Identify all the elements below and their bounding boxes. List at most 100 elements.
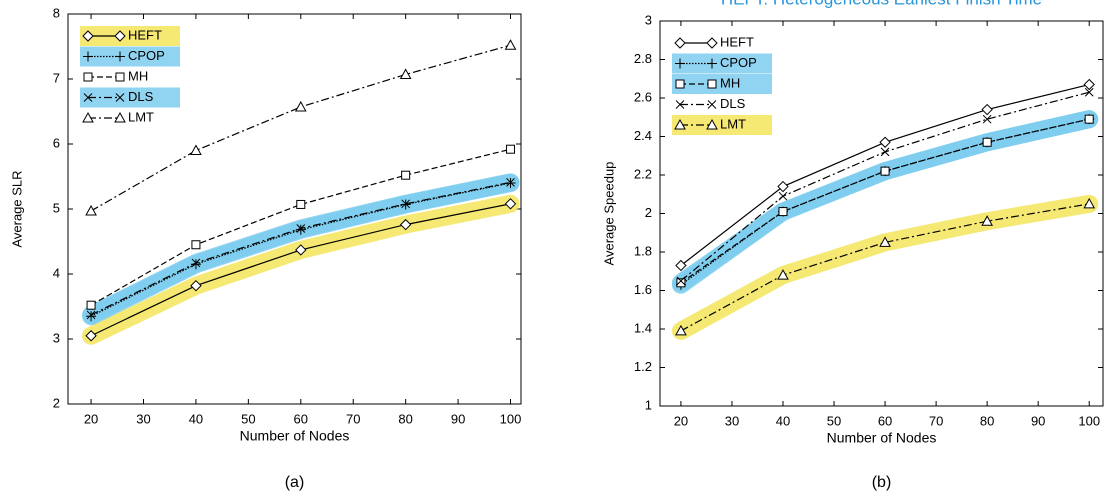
data-point [401, 170, 411, 180]
data-point [86, 311, 97, 322]
legend-marker [707, 100, 717, 109]
legend-marker [675, 100, 685, 109]
x-tick-label: 100 [1078, 413, 1100, 428]
data-point [981, 215, 993, 226]
data-point [191, 240, 201, 250]
legend-marker [82, 111, 94, 123]
legend-marker [674, 118, 686, 130]
y-tick-label: 1.6 [634, 282, 652, 297]
data-point [777, 269, 789, 280]
x-tick-label: 50 [241, 411, 255, 426]
caption: (a) [285, 474, 305, 491]
legend-highlight [672, 115, 772, 135]
data-point [190, 144, 202, 155]
legend-marker [82, 30, 94, 42]
legend-label: MH [128, 68, 148, 83]
legend-highlight [672, 53, 772, 74]
legend-marker [707, 79, 717, 89]
data-point [190, 279, 202, 292]
x-tick-label: 50 [827, 413, 841, 428]
legend-marker [83, 51, 93, 62]
y-tick-label: 5 [53, 200, 60, 215]
series-line [90, 182, 511, 317]
legend-marker [675, 79, 685, 89]
data-point [676, 278, 686, 288]
y-tick-label: 2.6 [634, 89, 652, 104]
legend-label: CPOP [720, 55, 757, 70]
x-axis-label: Number of Nodes [827, 430, 937, 446]
data-point [676, 276, 686, 286]
data-point [778, 191, 788, 201]
data-point [295, 224, 306, 235]
data-point [506, 177, 515, 187]
x-tick-label: 20 [84, 411, 98, 426]
data-point [504, 39, 517, 50]
data-point [504, 198, 517, 210]
y-tick-label: 4 [53, 265, 60, 280]
data-point [879, 236, 891, 247]
legend-marker [114, 111, 126, 123]
data-point [296, 224, 306, 233]
data-point [982, 114, 992, 124]
x-tick-label: 40 [776, 413, 790, 428]
legend-label: LMT [720, 116, 746, 131]
x-tick-label: 30 [725, 413, 739, 428]
series-line [90, 148, 511, 306]
data-point [981, 103, 993, 116]
data-point [880, 166, 890, 176]
data-point [399, 68, 412, 79]
legend-marker [706, 118, 718, 130]
x-tick-label: 100 [500, 411, 522, 426]
legend-label: LMT [128, 109, 154, 124]
y-tick-label: 2.2 [634, 166, 652, 181]
data-point [296, 199, 306, 209]
x-tick-label: 80 [980, 413, 994, 428]
data-point [880, 147, 890, 157]
highlight-stroke [671, 194, 1099, 340]
x-tick-label: 40 [189, 411, 203, 426]
legend-marker [115, 72, 125, 82]
data-point [982, 137, 992, 147]
data-point [85, 204, 97, 216]
y-tick-label: 2 [53, 395, 60, 410]
legend-marker [114, 30, 126, 42]
y-tick-label: 1.2 [634, 359, 652, 374]
legend-marker [115, 51, 125, 62]
y-tick-label: 3 [645, 12, 652, 27]
data-point [295, 244, 307, 256]
x-tick-label: 90 [1031, 413, 1045, 428]
legend-label: DLS [128, 89, 154, 104]
y-axis-label: Average Speedup [601, 162, 616, 266]
data-point [1084, 87, 1094, 97]
legend-label: DLS [720, 96, 746, 111]
x-tick-label: 80 [398, 411, 412, 426]
x-tick-label: 90 [451, 411, 465, 426]
data-point [401, 199, 411, 209]
data-point [86, 310, 96, 320]
data-point [675, 259, 687, 272]
x-tick-label: 20 [674, 413, 688, 428]
y-tick-label: 8 [53, 5, 60, 20]
x-axis-label: Number of Nodes [240, 428, 350, 444]
legend-label: HEFT [128, 27, 162, 42]
legend-marker [83, 93, 93, 102]
y-tick-label: 2.4 [634, 128, 652, 143]
legend-marker [706, 37, 718, 49]
legend-label: MH [720, 75, 740, 90]
legend-highlight [80, 46, 180, 67]
data-point [777, 180, 789, 193]
data-point [294, 100, 307, 112]
data-point [190, 259, 201, 270]
y-tick-label: 1.4 [634, 320, 652, 335]
data-point [1084, 114, 1094, 124]
y-tick-label: 3 [53, 330, 60, 345]
legend-highlight [672, 74, 772, 94]
y-tick-label: 2 [645, 205, 652, 220]
x-tick-label: 60 [878, 413, 892, 428]
y-tick-label: 1.8 [634, 243, 652, 258]
data-point [85, 330, 97, 342]
x-tick-label: 70 [346, 411, 360, 426]
x-tick-label: 60 [294, 411, 308, 426]
y-tick-label: 6 [53, 135, 60, 150]
